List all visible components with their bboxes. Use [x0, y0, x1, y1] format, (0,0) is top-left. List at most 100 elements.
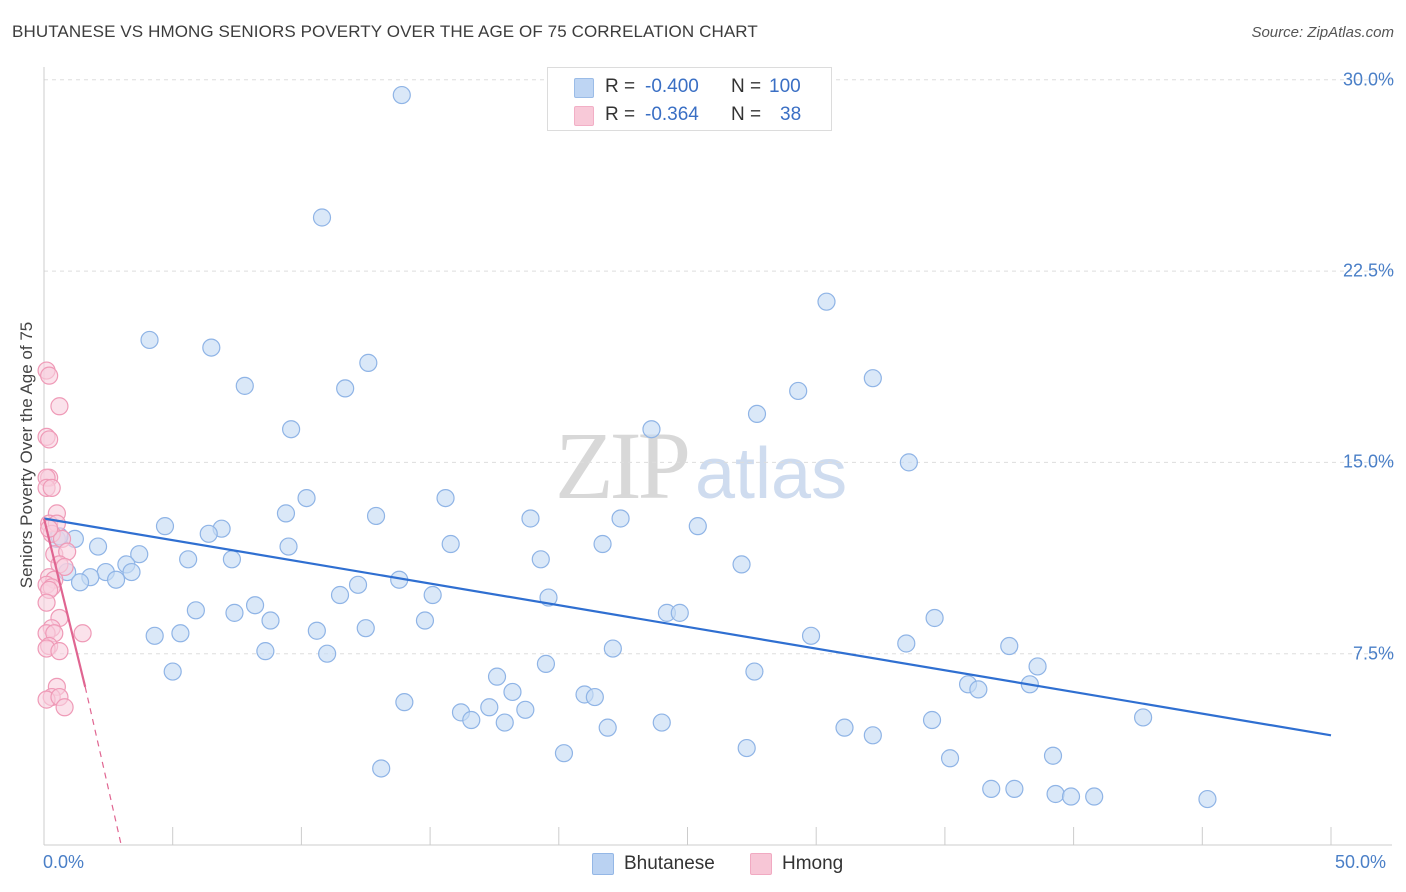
- stats-r-label: R =: [605, 76, 636, 97]
- watermark: ZIP atlas: [555, 410, 847, 521]
- bhutanese-point: [225, 603, 244, 622]
- stats-r-value: -0.364: [645, 104, 699, 125]
- trend-lines: [42, 517, 1332, 846]
- bhutanese-point: [940, 749, 960, 768]
- hmong-point: [40, 519, 59, 538]
- bhutanese-point: [186, 601, 205, 620]
- bhutanese-point: [1133, 708, 1153, 727]
- bhutanese-point: [122, 562, 141, 582]
- y-tick-label: 7.5%: [1352, 643, 1394, 664]
- bhutanese-point: [480, 698, 499, 717]
- stats-n-label: N =: [731, 104, 762, 125]
- stats-n-value: 100: [769, 76, 801, 97]
- legend-label-bhutanese: Bhutanese: [624, 853, 715, 874]
- bhutanese-point: [598, 718, 617, 737]
- stats-swatch-bhutanese: [574, 78, 594, 98]
- bhutanese-point: [732, 555, 751, 574]
- bhutanese-point: [330, 585, 350, 605]
- bhutanese-point: [276, 504, 296, 523]
- bhutanese-point: [415, 611, 435, 630]
- bhutanese-trend-line: [43, 517, 1332, 737]
- y-axis-label: Seniors Poverty Over the Age of 75: [17, 321, 36, 589]
- hmong-point: [73, 624, 92, 643]
- bhutanese-point: [307, 621, 326, 640]
- hmong-point: [37, 593, 56, 612]
- bhutanese-point: [171, 624, 190, 643]
- bhutanese-point: [441, 534, 460, 554]
- axes: [43, 67, 1392, 846]
- chart-source: Source: ZipAtlas.com: [1251, 24, 1394, 41]
- bhutanese-point: [789, 381, 808, 401]
- bhutanese-point: [297, 488, 316, 508]
- stats-r-value: -0.400: [645, 76, 699, 97]
- watermark-zip: ZIP: [555, 412, 691, 519]
- bhutanese-point: [863, 369, 882, 388]
- bhutanese-point: [1198, 789, 1217, 809]
- bhutanese-point: [202, 338, 221, 357]
- bhutanese-point: [199, 524, 218, 543]
- bhutanese-point: [318, 644, 337, 663]
- hmong-point: [40, 430, 59, 449]
- bhutanese-point: [737, 738, 756, 758]
- bhutanese-point: [503, 682, 522, 702]
- legend-item-hmong[interactable]: Hmong: [750, 852, 860, 878]
- bhutanese-point: [899, 453, 918, 472]
- bhutanese-point: [312, 208, 332, 227]
- legend-item-bhutanese[interactable]: Bhutanese: [592, 852, 732, 878]
- bhutanese-point: [261, 611, 280, 630]
- bhutanese-point: [922, 710, 942, 730]
- hmong-points: [37, 361, 92, 717]
- bhutanese-point: [585, 687, 604, 707]
- x-tick-label-max: 50.0%: [1335, 852, 1387, 872]
- bhutanese-point: [222, 550, 242, 569]
- bhutanese-point: [155, 517, 175, 536]
- hmong-point: [50, 642, 69, 661]
- legend: Bhutanese Hmong: [0, 852, 1406, 878]
- hmong-trend-extension: [84, 686, 122, 846]
- bhutanese-point: [1085, 787, 1104, 806]
- bhutanese-point: [925, 608, 944, 628]
- stats-swatch-hmong: [574, 106, 594, 126]
- bhutanese-point: [593, 534, 612, 554]
- y-tick-label: 15.0%: [1342, 451, 1394, 472]
- bhutanese-point: [1005, 779, 1024, 798]
- bhutanese-point: [747, 404, 767, 424]
- bhutanese-point: [348, 575, 368, 594]
- bhutanese-point: [245, 596, 265, 615]
- bhutanese-point: [163, 662, 182, 681]
- bhutanese-point: [130, 545, 149, 564]
- bhutanese-point: [863, 726, 882, 745]
- bhutanese-point: [372, 759, 391, 778]
- bhutanese-point: [140, 330, 159, 350]
- stats-box: R = -0.400 N = 100 R = -0.364 N = 38: [547, 67, 832, 131]
- chart-title: BHUTANESE VS HMONG SENIORS POVERTY OVER …: [12, 22, 758, 41]
- bhutanese-point: [487, 667, 507, 686]
- bhutanese-point: [356, 619, 375, 638]
- bhutanese-point: [969, 680, 988, 699]
- stats-r-label: R =: [605, 104, 636, 125]
- bhutanese-point: [982, 779, 1001, 798]
- bhutanese-point: [106, 570, 126, 589]
- bhutanese-point: [521, 509, 540, 528]
- bhutanese-point: [817, 292, 836, 311]
- bhutanese-point: [392, 85, 411, 105]
- y-tick-label: 22.5%: [1342, 260, 1394, 281]
- stats-n-label: N =: [731, 76, 762, 97]
- bhutanese-point: [554, 744, 574, 763]
- hmong-point: [40, 366, 59, 385]
- bhutanese-point: [395, 693, 414, 712]
- bhutanese-point: [1043, 746, 1063, 765]
- stats-n-value: 38: [780, 104, 802, 125]
- bhutanese-point: [603, 639, 622, 658]
- legend-label-hmong: Hmong: [782, 853, 844, 874]
- bhutanese-point: [670, 603, 689, 622]
- x-tick-label-min: 0.0%: [43, 852, 85, 872]
- bhutanese-point: [423, 585, 442, 605]
- bhutanese-points: [47, 85, 1217, 809]
- bhutanese-point: [282, 420, 301, 439]
- hmong-trend-line: [42, 518, 87, 688]
- bhutanese-point: [256, 642, 275, 661]
- stats-row-hmong: R = -0.364 N = 38: [548, 100, 831, 128]
- bhutanese-point: [70, 573, 90, 592]
- bhutanese-point: [801, 626, 821, 645]
